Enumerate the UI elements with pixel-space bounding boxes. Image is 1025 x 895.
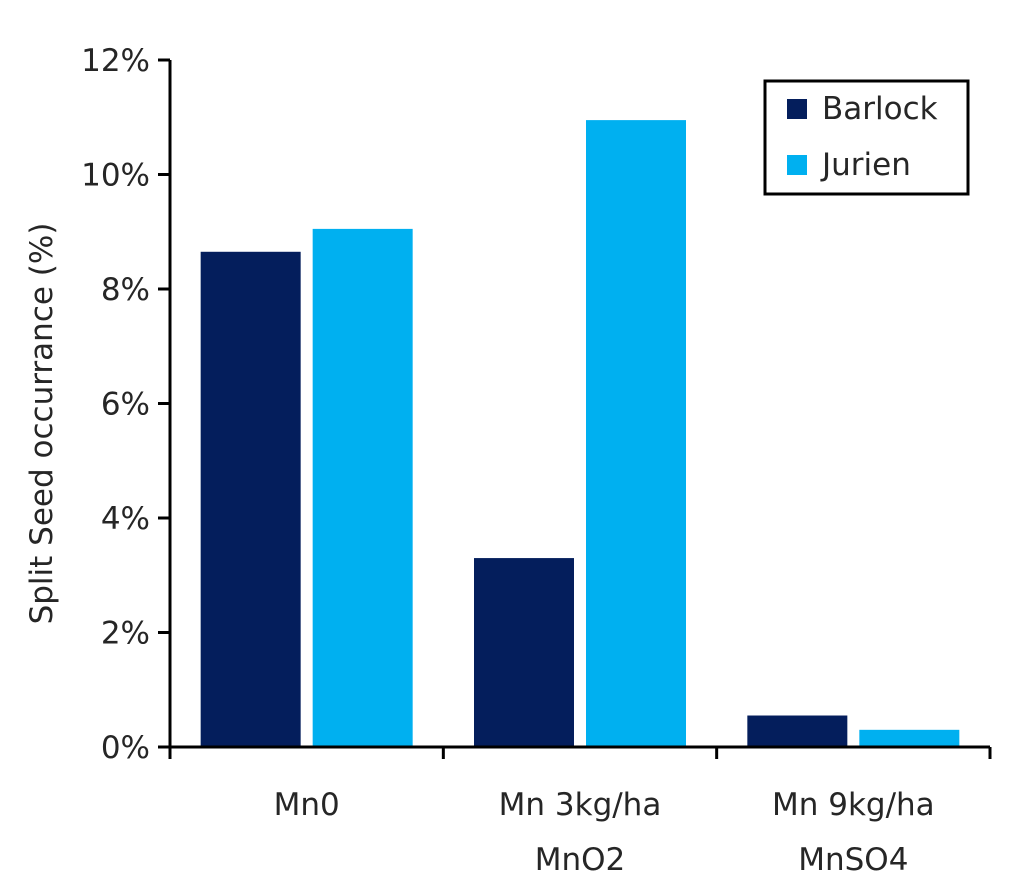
bar-barlock: [747, 715, 848, 747]
x-category-label: Mn0: [274, 787, 340, 823]
bar-jurien: [312, 228, 413, 747]
y-tick-label: 8%: [101, 272, 150, 308]
legend-swatch: [787, 99, 807, 119]
legend-label: Barlock: [822, 91, 938, 127]
x-category-label: Mn 9kg/ha: [772, 787, 935, 823]
y-tick-label: 4%: [101, 501, 150, 537]
y-axis: 0% 2% 4% 6% 8% 10% 12%: [81, 43, 172, 766]
x-axis: Mn0 Mn 3kg/ha MnO2 Mn 9kg/ha MnSO4: [168, 745, 992, 878]
bars: [200, 120, 960, 748]
bar-jurien: [586, 120, 686, 748]
legend: Barlock Jurien: [763, 79, 970, 196]
legend-swatch: [787, 155, 807, 175]
y-tick-label: 6%: [101, 387, 150, 423]
bar-jurien: [859, 729, 960, 747]
y-tick-label: 0%: [101, 730, 150, 766]
y-axis-title: Split Seed occurrance (%): [24, 223, 60, 625]
legend-label: Jurien: [820, 147, 911, 183]
x-category-label: Mn 3kg/ha: [499, 787, 662, 823]
bar-barlock: [200, 251, 301, 747]
y-tick-label: 12%: [81, 43, 150, 79]
x-category-label: MnSO4: [798, 842, 908, 878]
y-tick-label: 10%: [81, 158, 150, 194]
x-category-label: MnO2: [535, 842, 626, 878]
bar-barlock: [474, 558, 574, 747]
y-tick-label: 2%: [101, 616, 150, 652]
y-axis-title-group: Split Seed occurrance (%): [24, 223, 60, 625]
